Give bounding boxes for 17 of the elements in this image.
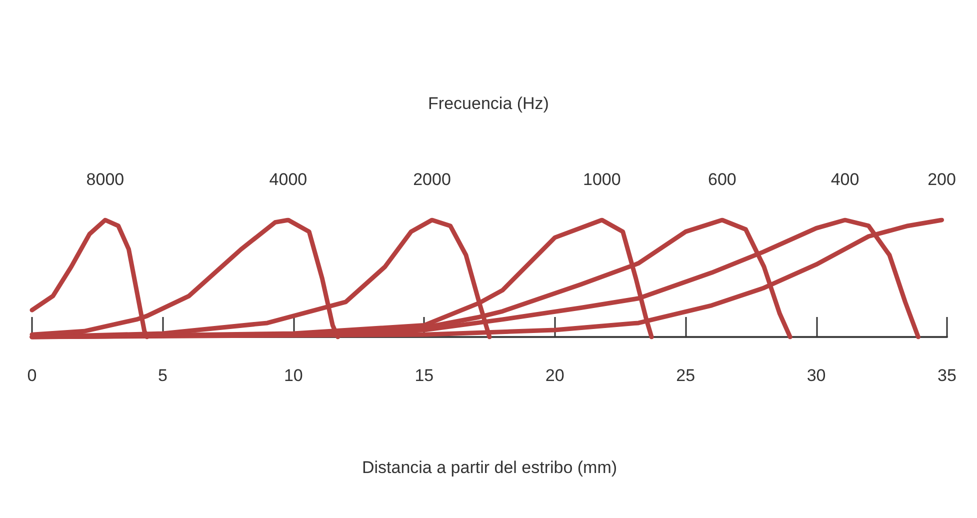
x-axis-title: Distancia a partir del estribo (mm) xyxy=(362,458,618,477)
text: 1000 xyxy=(583,170,621,189)
x-tick-label: 25 xyxy=(676,366,696,385)
x-tick-label: 10 xyxy=(284,366,303,385)
text: 8000 xyxy=(86,170,124,189)
series-label: 4000 xyxy=(269,170,308,189)
series-label: 200 xyxy=(928,170,956,189)
x-tick-label: 0 xyxy=(27,366,37,385)
x-tick-label: 5 xyxy=(158,366,168,385)
x-tick-label: 15 xyxy=(414,366,434,385)
x-tick-label: 30 xyxy=(806,366,826,385)
series-label: 600 xyxy=(708,170,736,189)
text: 2000 xyxy=(413,170,451,189)
x-tick-label: 20 xyxy=(545,366,564,385)
chart-title: Frecuencia (Hz) xyxy=(428,94,549,113)
series-label: 400 xyxy=(830,170,860,189)
x-tick-label: 35 xyxy=(938,366,956,385)
